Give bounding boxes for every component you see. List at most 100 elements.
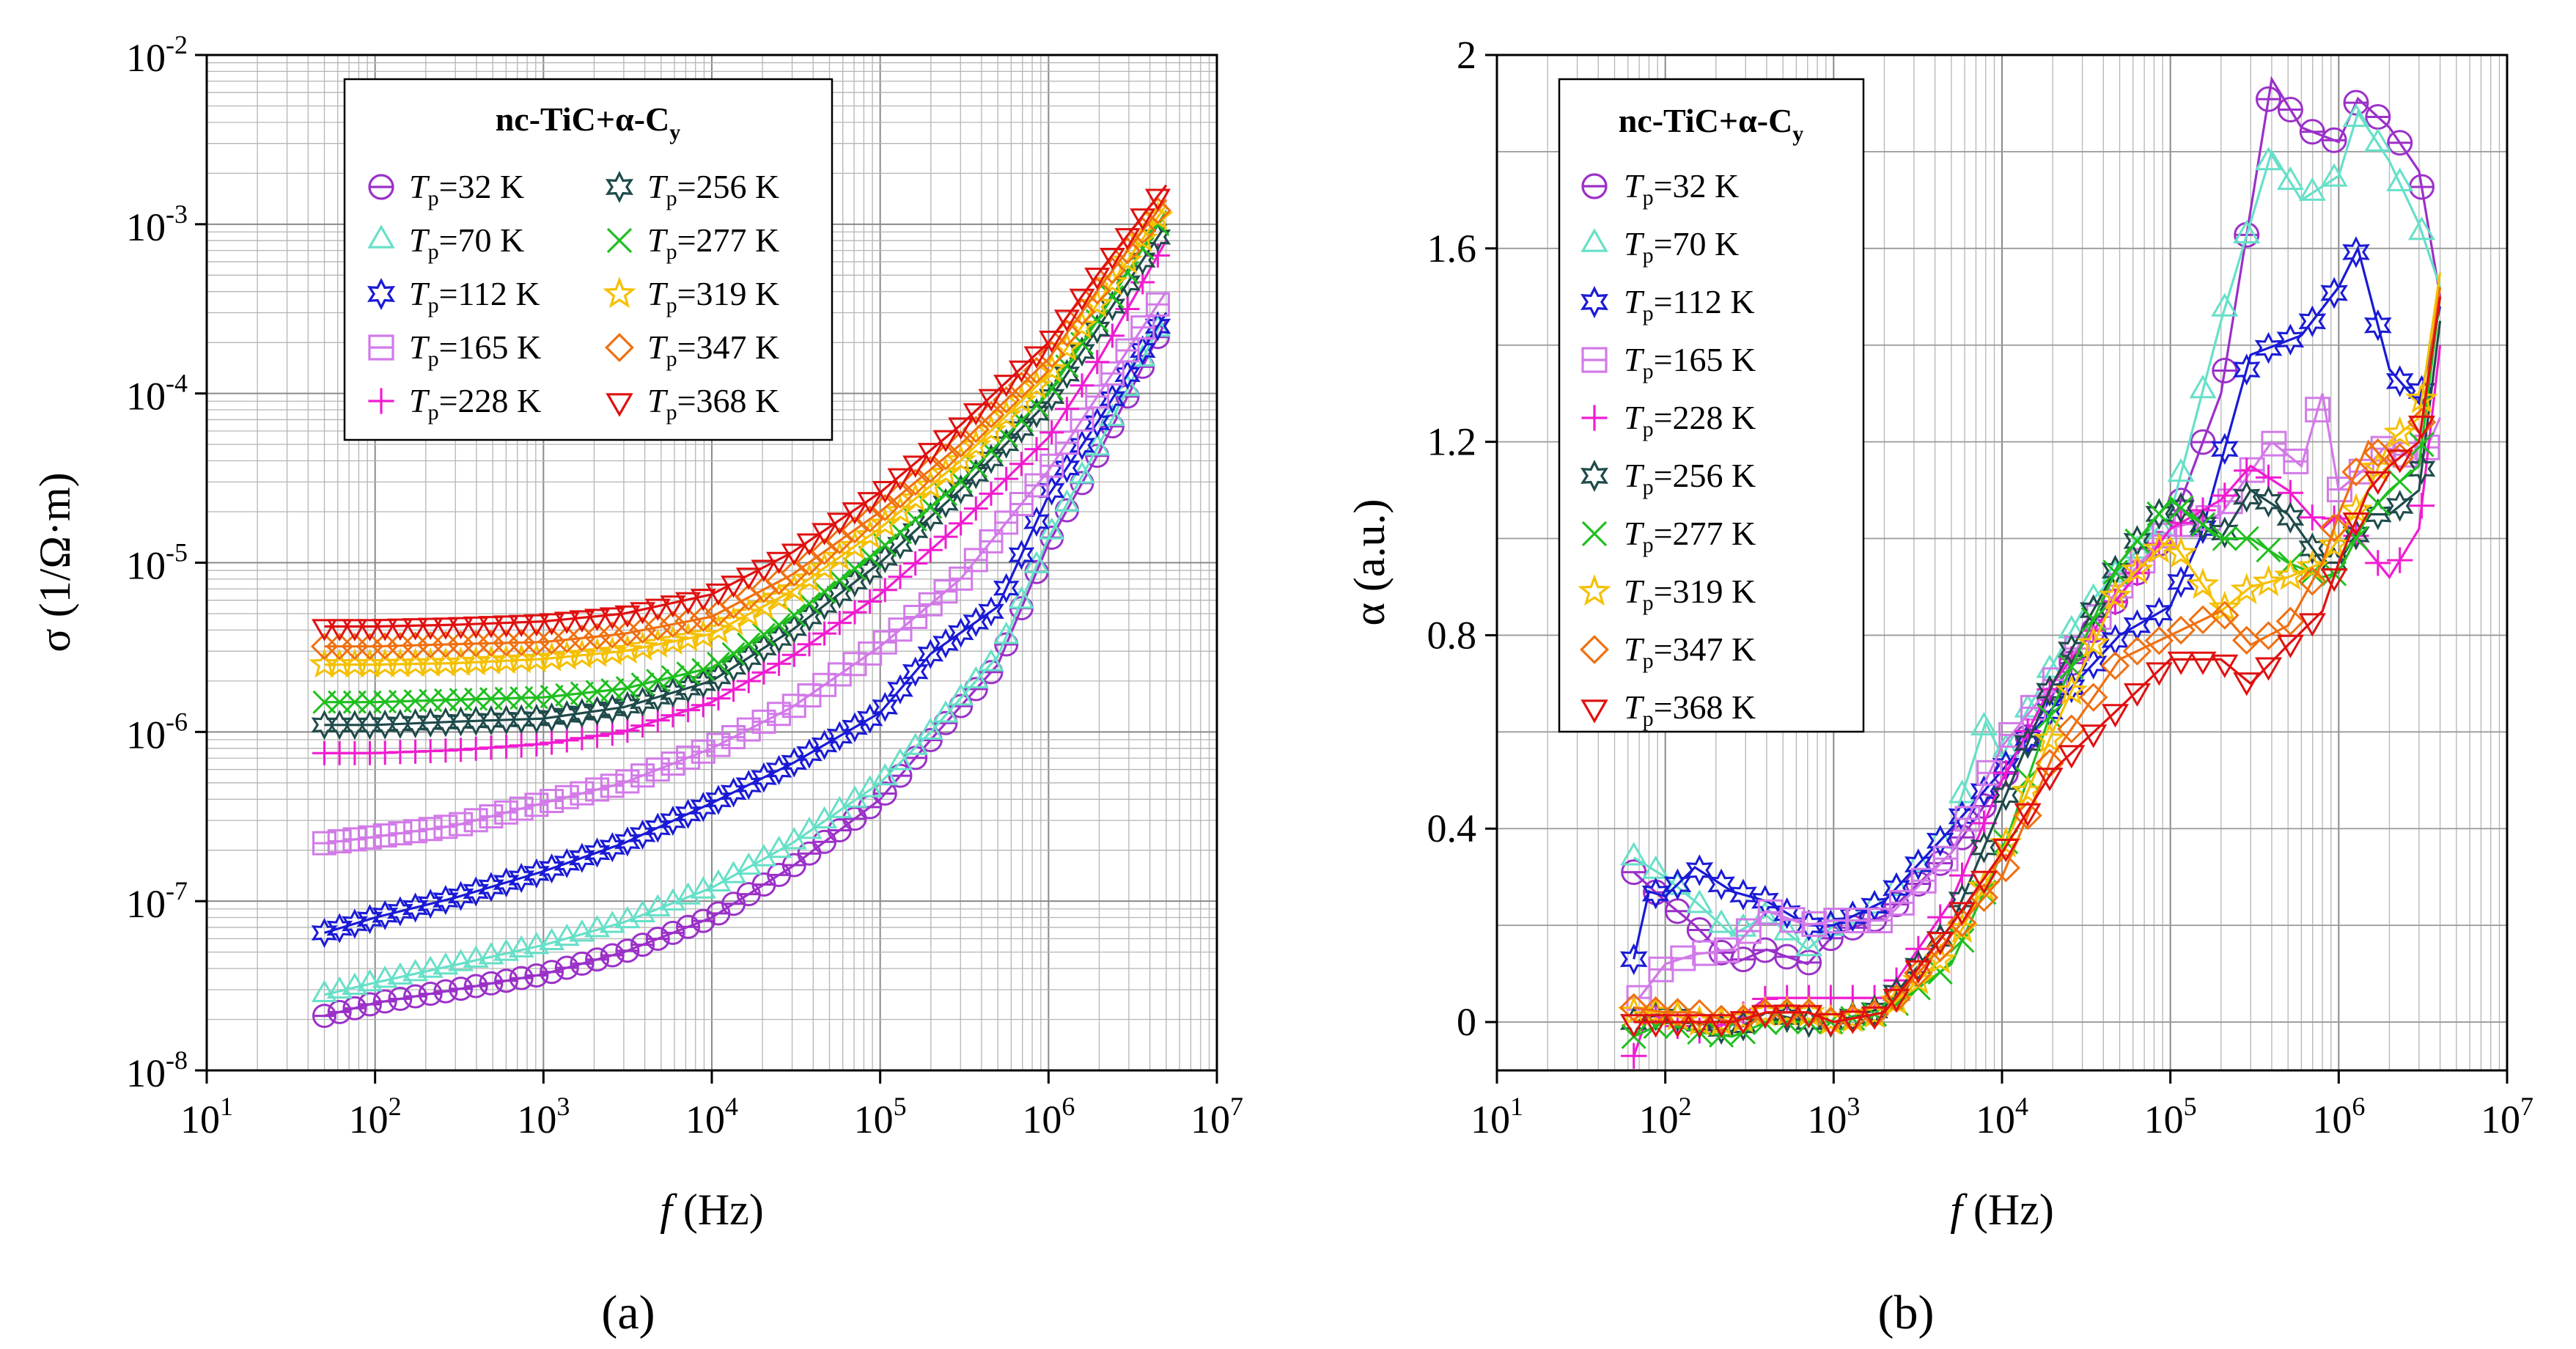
data-point bbox=[705, 784, 732, 815]
y-tick-label: 1.2 bbox=[1427, 420, 1477, 464]
data-point bbox=[948, 417, 974, 440]
data-point bbox=[584, 915, 611, 938]
legend-label: Tp=319 K bbox=[647, 275, 779, 317]
data-point bbox=[657, 625, 689, 655]
data-point bbox=[2342, 236, 2370, 268]
data-point bbox=[1099, 383, 1126, 414]
data-point bbox=[2210, 600, 2240, 630]
legend-item: Tp=347 K bbox=[1580, 631, 1756, 673]
series-165-k bbox=[312, 290, 1170, 856]
data-point bbox=[978, 389, 1004, 411]
x-tick-label: 101 bbox=[1471, 1092, 1523, 1142]
data-point bbox=[478, 941, 504, 965]
data-point bbox=[676, 914, 701, 939]
data-point bbox=[1642, 1014, 1670, 1038]
data-point bbox=[887, 674, 913, 705]
data-point bbox=[842, 502, 868, 525]
data-point bbox=[2407, 452, 2436, 485]
data-point bbox=[886, 481, 914, 509]
data-point bbox=[372, 966, 398, 988]
data-point bbox=[508, 935, 534, 958]
data-point bbox=[933, 482, 958, 507]
data-point bbox=[2036, 768, 2064, 792]
legend-label: Tp=347 K bbox=[647, 328, 779, 371]
data-point bbox=[600, 943, 625, 968]
data-point bbox=[524, 732, 549, 757]
series-368-k bbox=[1620, 296, 2442, 1038]
data-point bbox=[523, 931, 550, 955]
data-point bbox=[553, 625, 581, 654]
data-point bbox=[1707, 868, 1735, 901]
data-point bbox=[872, 691, 899, 722]
data-point bbox=[645, 757, 670, 782]
data-point bbox=[2233, 672, 2261, 696]
data-point bbox=[979, 481, 1004, 506]
data-point bbox=[433, 617, 459, 640]
data-point bbox=[947, 474, 974, 505]
data-point bbox=[311, 979, 338, 1002]
data-point bbox=[917, 717, 943, 740]
legend-marker bbox=[1580, 635, 1609, 664]
data-point bbox=[417, 955, 444, 978]
legend-label: Tp=256 K bbox=[1624, 457, 1756, 499]
data-point bbox=[826, 721, 853, 751]
data-point bbox=[1039, 420, 1064, 445]
data-point bbox=[1083, 314, 1111, 345]
data-point bbox=[963, 666, 989, 688]
data-point bbox=[402, 618, 429, 641]
data-point bbox=[842, 806, 867, 831]
data-point bbox=[751, 660, 776, 685]
data-point bbox=[644, 598, 671, 622]
data-point bbox=[2144, 626, 2174, 655]
data-point bbox=[2386, 167, 2414, 191]
chart-a-series bbox=[309, 184, 1174, 1029]
data-point bbox=[659, 610, 687, 639]
data-point bbox=[2211, 293, 2239, 317]
data-point bbox=[629, 686, 656, 717]
data-point bbox=[2386, 449, 2414, 474]
data-point bbox=[721, 642, 746, 666]
data-point bbox=[767, 862, 792, 887]
data-point bbox=[812, 580, 836, 604]
data-point bbox=[660, 595, 686, 618]
legend-item: Tp=256 K bbox=[606, 168, 779, 210]
data-point bbox=[887, 529, 913, 560]
data-point bbox=[1779, 907, 1806, 933]
legend-marker bbox=[1580, 460, 1608, 492]
x-tick-label: 107 bbox=[1191, 1092, 1243, 1142]
data-point bbox=[1084, 433, 1111, 456]
data-point bbox=[2277, 479, 2303, 506]
data-point bbox=[1904, 848, 1932, 881]
x-tick-label: 103 bbox=[517, 1092, 570, 1142]
legend-marker bbox=[1580, 228, 1608, 252]
data-point bbox=[2276, 501, 2305, 534]
data-point bbox=[810, 537, 839, 565]
data-point bbox=[1795, 933, 1823, 957]
y-tick-label: 2 bbox=[1457, 33, 1476, 77]
legend-marker bbox=[603, 276, 636, 309]
data-point bbox=[342, 996, 367, 1021]
data-point bbox=[963, 403, 989, 426]
data-point bbox=[1685, 999, 1715, 1029]
legend-item: Tp=32 K bbox=[1581, 167, 1739, 210]
data-point bbox=[1757, 899, 1784, 925]
data-point bbox=[1023, 398, 1050, 429]
data-point bbox=[856, 505, 884, 533]
data-point bbox=[1038, 475, 1065, 506]
data-point bbox=[796, 738, 823, 769]
data-point bbox=[2189, 512, 2217, 545]
data-point bbox=[1663, 871, 1691, 895]
data-point bbox=[1795, 1004, 1823, 1029]
data-point bbox=[538, 702, 565, 733]
legend-label: Tp=277 K bbox=[1624, 515, 1756, 557]
data-point bbox=[523, 628, 551, 656]
data-point bbox=[751, 622, 776, 647]
y-tick-label: 10-6 bbox=[126, 707, 188, 757]
data-point bbox=[2254, 147, 2283, 171]
legend-item: Tp=277 K bbox=[606, 221, 779, 264]
data-point bbox=[825, 526, 853, 555]
data-point bbox=[706, 651, 731, 675]
data-point bbox=[569, 919, 595, 942]
data-point bbox=[2341, 457, 2371, 487]
data-point bbox=[2385, 490, 2414, 522]
